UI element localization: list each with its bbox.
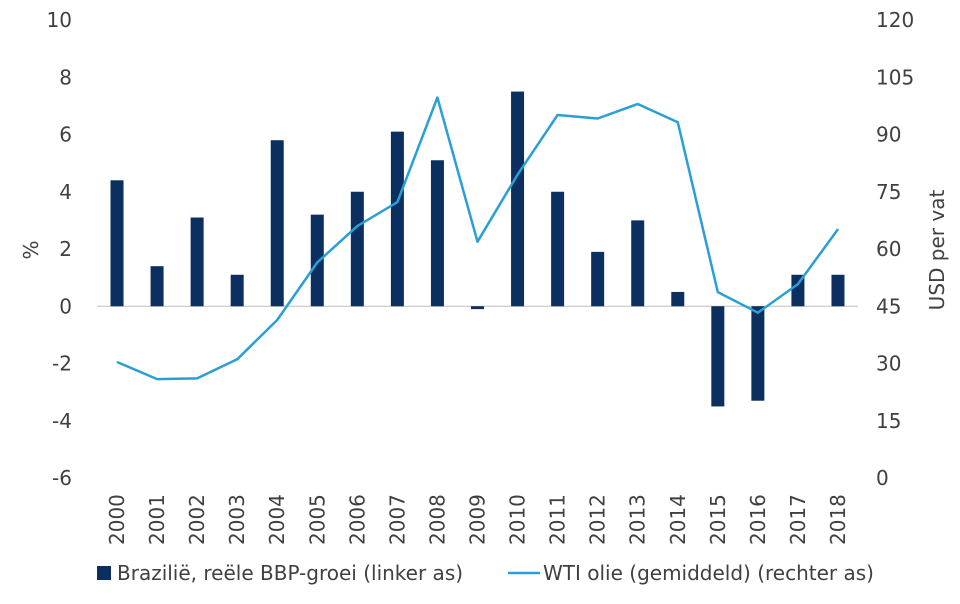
legend-bar-label: Brazilië, reële BBP-groei (linker as) <box>117 561 463 585</box>
line-group <box>116 96 840 381</box>
wti-point-2010 <box>517 174 519 176</box>
wti-point-2007 <box>396 201 398 203</box>
wti-point-2014 <box>677 121 679 123</box>
bar-2010 <box>511 91 525 307</box>
bar-2004 <box>270 140 284 307</box>
y-tick-left: 10 <box>47 8 72 32</box>
x-tick-label: 2009 <box>466 494 490 545</box>
x-tick-label: 2012 <box>586 494 610 545</box>
x-tick-label: 2014 <box>666 494 690 545</box>
wti-point-2005 <box>316 261 318 263</box>
bar-2018 <box>831 274 845 307</box>
y-axis-title-right: USD per vat <box>925 190 949 311</box>
y-tick-left: -6 <box>52 466 72 490</box>
wti-point-2016 <box>757 312 759 314</box>
y-axis-title-left: % <box>19 240 43 259</box>
bars-group <box>110 91 845 407</box>
x-tick-label: 2016 <box>746 494 770 545</box>
bar-2005 <box>310 214 324 307</box>
wti-point-2006 <box>356 225 358 227</box>
bar-2000 <box>110 180 124 307</box>
y-tick-left: 2 <box>59 237 72 261</box>
bar-2002 <box>190 217 204 307</box>
wti-point-2017 <box>797 283 799 285</box>
y-tick-right: 15 <box>876 409 901 433</box>
bar-2017 <box>791 274 805 307</box>
legend-bar-swatch <box>97 566 111 580</box>
bar-2016 <box>751 306 765 401</box>
x-tick-label: 2004 <box>265 494 289 545</box>
y-tick-right: 75 <box>876 180 901 204</box>
x-tick-label: 2015 <box>706 494 730 545</box>
bar-2015 <box>711 306 725 407</box>
wti-line <box>116 96 840 381</box>
x-tick-label: 2005 <box>305 494 329 545</box>
y-tick-left: 0 <box>59 294 72 318</box>
wti-point-2011 <box>557 114 559 116</box>
wti-point-2012 <box>597 117 599 119</box>
y-tick-right: 45 <box>876 294 901 318</box>
x-tick-label: 2010 <box>506 494 530 545</box>
y-tick-left: 8 <box>59 65 72 89</box>
x-tick-label: 2001 <box>145 494 169 545</box>
x-tick-label: 2017 <box>786 494 810 545</box>
bar-2001 <box>150 266 164 307</box>
x-tick-label: 2002 <box>185 494 209 545</box>
wti-point-2015 <box>717 291 719 293</box>
y-tick-right: 120 <box>876 8 914 32</box>
y-tick-right: 0 <box>876 466 889 490</box>
x-tick-label: 2000 <box>105 494 129 545</box>
bar-2008 <box>430 160 444 307</box>
y-tick-right: 90 <box>876 123 901 147</box>
legend: Brazilië, reële BBP-groei (linker as) WT… <box>97 561 874 585</box>
legend-line-label: WTI olie (gemiddeld) (rechter as) <box>543 561 874 585</box>
wti-point-2001 <box>156 378 158 380</box>
x-tick-label: 2006 <box>345 494 369 545</box>
y-tick-right: 30 <box>876 352 901 376</box>
y-tick-right: 105 <box>876 65 914 89</box>
y-tick-right: 60 <box>876 237 901 261</box>
bar-2013 <box>631 220 645 307</box>
wti-point-2000 <box>116 361 118 363</box>
y-tick-left: 4 <box>59 180 72 204</box>
wti-point-2002 <box>196 377 198 379</box>
bar-2003 <box>230 274 244 307</box>
y-tick-left: -2 <box>52 352 72 376</box>
bar-2006 <box>350 191 364 307</box>
wti-point-2008 <box>436 96 438 98</box>
x-tick-label: 2018 <box>826 494 850 545</box>
wti-point-2003 <box>236 358 238 360</box>
wti-point-2018 <box>837 228 839 230</box>
x-tick-label: 2008 <box>425 494 449 545</box>
y-tick-left: 6 <box>59 123 72 147</box>
x-tick-label: 2013 <box>626 494 650 545</box>
bar-2012 <box>591 251 605 307</box>
wti-point-2009 <box>477 241 478 243</box>
bar-2014 <box>671 291 685 307</box>
bar-2007 <box>390 131 404 307</box>
bar-2011 <box>551 191 565 307</box>
axes: 10 8 6 4 2 0 -2 -4 -6 120 105 90 75 60 45 30 15 0 <box>47 8 915 490</box>
bar-2009 <box>471 306 484 310</box>
wti-point-2004 <box>276 319 278 321</box>
y-tick-left: -4 <box>52 409 72 433</box>
wti-point-2013 <box>637 103 639 105</box>
labels-group: 2000 2001 2002 2003 2004 2005 2006 2007 2008 2009… <box>105 494 850 545</box>
x-tick-label: 2003 <box>225 494 249 545</box>
x-tick-label: 2011 <box>546 494 570 545</box>
x-tick-label: 2007 <box>385 494 409 545</box>
